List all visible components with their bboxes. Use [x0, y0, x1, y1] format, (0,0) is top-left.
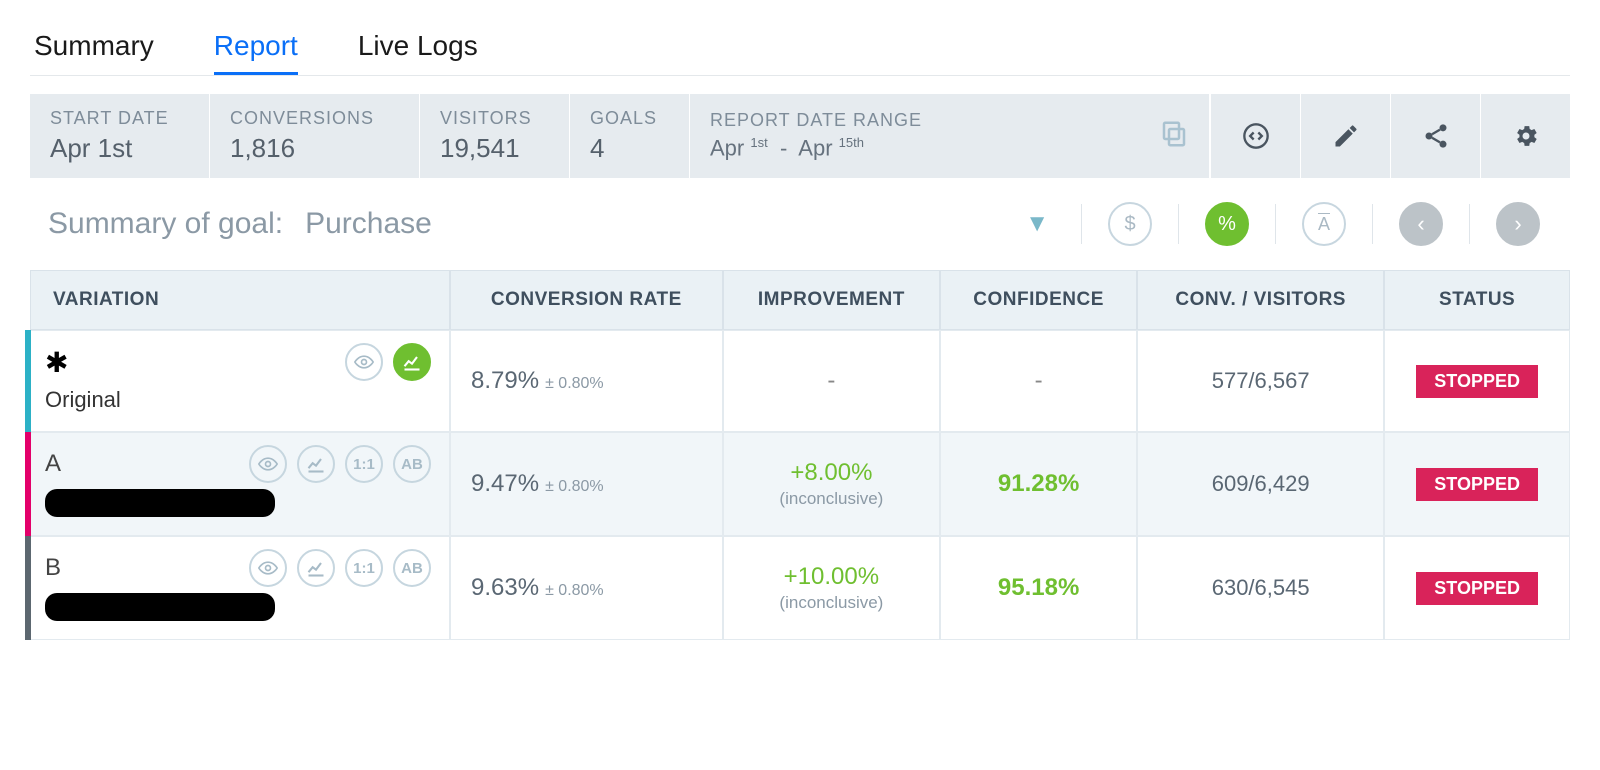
chart-icon[interactable] [297, 445, 335, 483]
col-conversion-rate: CONVERSION RATE [450, 270, 723, 330]
improvement-cell: - [723, 330, 940, 432]
status-cell: STOPPED [1384, 330, 1570, 432]
results-table: VARIATION CONVERSION RATE IMPROVEMENT CO… [30, 270, 1570, 640]
summary-bar: START DATE Apr 1st CONVERSIONS 1,816 VIS… [30, 94, 1570, 178]
percent-toggle-button[interactable]: % [1205, 202, 1249, 246]
share-icon[interactable] [1390, 94, 1480, 178]
conversion-rate-cell: 9.47%± 0.80% [450, 432, 723, 536]
star-icon: ✱ [45, 346, 68, 379]
status-badge: STOPPED [1416, 468, 1538, 501]
goals-value: 4 [590, 133, 669, 164]
ab-icon[interactable]: AB [393, 549, 431, 587]
col-confidence: CONFIDENCE [940, 270, 1137, 330]
range-label: REPORT DATE RANGE [710, 110, 922, 131]
status-badge: STOPPED [1416, 365, 1538, 398]
range-value: Apr 1st - Apr 15th [710, 135, 922, 161]
variation-name [45, 489, 435, 517]
status-cell: STOPPED [1384, 432, 1570, 536]
goal-value[interactable]: Purchase [305, 207, 432, 241]
conversion-rate-cell: 8.79%± 0.80% [450, 330, 723, 432]
status-cell: STOPPED [1384, 536, 1570, 640]
tab-live-logs[interactable]: Live Logs [358, 20, 478, 75]
improvement-cell: +8.00%(inconclusive) [723, 432, 940, 536]
variation-label: B [45, 554, 75, 582]
goal-selector-row: Summary of goal: Purchase ▼ $ % A ‹ › [30, 178, 1570, 270]
ab-icon[interactable]: AB [393, 445, 431, 483]
table-row: A 1:1 AB 9.47%± 0.80%+8.00%(inconclusive)91… [30, 432, 1570, 536]
visitors-label: VISITORS [440, 108, 549, 129]
start-date-value: Apr 1st [50, 133, 189, 164]
tab-report[interactable]: Report [214, 20, 298, 75]
goal-dropdown-caret[interactable]: ▼ [997, 210, 1077, 238]
col-conv-visitors: CONV. / VISITORS [1137, 270, 1384, 330]
variation-name [45, 593, 435, 621]
start-date-label: START DATE [50, 108, 189, 129]
1to1-icon[interactable]: 1:1 [345, 445, 383, 483]
eye-icon[interactable] [249, 549, 287, 587]
conversions-label: CONVERSIONS [230, 108, 399, 129]
variation-label: A [45, 450, 75, 478]
copy-icon[interactable] [1159, 119, 1189, 154]
conversion-rate-cell: 9.63%± 0.80% [450, 536, 723, 640]
avg-toggle-button[interactable]: A [1302, 202, 1346, 246]
variation-name: Original [45, 387, 435, 413]
confidence-cell: 91.28% [940, 432, 1137, 536]
tab-bar: Summary Report Live Logs [30, 20, 1570, 76]
eye-icon[interactable] [345, 343, 383, 381]
conv-visitors-cell: 609/6,429 [1137, 432, 1384, 536]
table-row: B 1:1 AB 9.63%± 0.80%+10.00%(inconclusive)9… [30, 536, 1570, 640]
visitors-value: 19,541 [440, 133, 549, 164]
goal-label: Summary of goal: [48, 207, 283, 241]
prev-button[interactable]: ‹ [1399, 202, 1443, 246]
eye-icon[interactable] [249, 445, 287, 483]
improvement-cell: +10.00%(inconclusive) [723, 536, 940, 640]
chart-green-icon[interactable] [393, 343, 431, 381]
confidence-cell: - [940, 330, 1137, 432]
col-status: STATUS [1384, 270, 1570, 330]
col-variation: VARIATION [30, 270, 450, 330]
conv-visitors-cell: 630/6,545 [1137, 536, 1384, 640]
table-row: ✱Original8.79%± 0.80%--577/6,567STOPPED [30, 330, 1570, 432]
conv-visitors-cell: 577/6,567 [1137, 330, 1384, 432]
tab-summary[interactable]: Summary [34, 20, 154, 75]
1to1-icon[interactable]: 1:1 [345, 549, 383, 587]
next-button[interactable]: › [1496, 202, 1540, 246]
chart-icon[interactable] [297, 549, 335, 587]
edit-icon[interactable] [1300, 94, 1390, 178]
goals-label: GOALS [590, 108, 669, 129]
code-icon[interactable] [1210, 94, 1300, 178]
settings-icon[interactable] [1480, 94, 1570, 178]
col-improvement: IMPROVEMENT [723, 270, 940, 330]
currency-toggle-button[interactable]: $ [1108, 202, 1152, 246]
conversions-value: 1,816 [230, 133, 399, 164]
status-badge: STOPPED [1416, 572, 1538, 605]
confidence-cell: 95.18% [940, 536, 1137, 640]
